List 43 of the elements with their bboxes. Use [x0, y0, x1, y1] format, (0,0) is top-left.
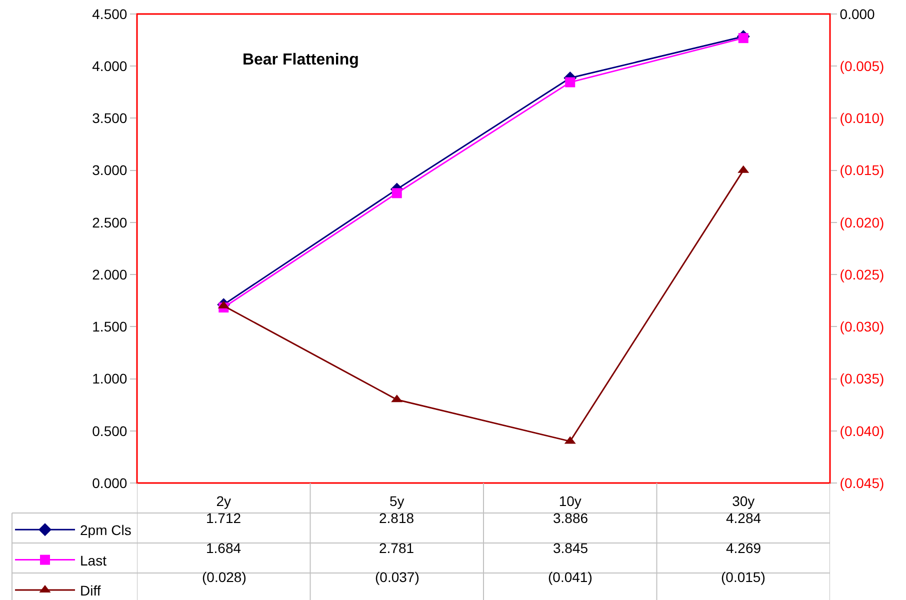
data-label: 2.818 [379, 510, 414, 526]
data-label: (0.037) [375, 569, 420, 585]
y-tick-label: 4.000 [92, 58, 128, 74]
data-label: (0.028) [202, 569, 246, 585]
y2-tick-label: (0.005) [840, 58, 884, 74]
y2-tick-label: (0.045) [840, 474, 884, 491]
data-label: 3.886 [553, 510, 588, 526]
y-tick-label: 0.000 [92, 474, 128, 491]
y2-tick-label: (0.020) [840, 214, 884, 230]
y2-tick-label: (0.015) [840, 162, 884, 178]
y-tick-label: 1.500 [92, 318, 128, 335]
y-tick-label: 3.000 [92, 162, 128, 178]
data-label: 4.284 [726, 510, 762, 526]
data-label: 1.684 [206, 540, 242, 556]
data-label: 4.269 [726, 540, 762, 556]
y2-tick-label: 0.000 [840, 6, 876, 22]
y-tick-label: 1.000 [92, 370, 128, 387]
legend-label: Diff [80, 582, 101, 598]
legend-label: Last [80, 552, 107, 568]
data-label: (0.015) [721, 569, 766, 585]
y2-tick-label: (0.010) [840, 110, 884, 126]
data-label: 3.845 [553, 540, 588, 556]
point [565, 77, 576, 88]
data-label: 1.712 [206, 510, 242, 526]
legend-label: 2pm Cls [80, 522, 132, 538]
point [738, 33, 748, 44]
y2-tick-label: (0.030) [840, 318, 884, 335]
x-tick-label: 5y [389, 493, 404, 509]
y-tick-label: 3.500 [92, 110, 128, 126]
y2-tick-label: (0.025) [840, 266, 884, 282]
y-tick-label: 4.500 [92, 6, 128, 22]
y-tick-label: 0.500 [92, 422, 128, 439]
y2-tick-label: (0.040) [840, 422, 884, 439]
x-tick-label: 2y [216, 493, 232, 509]
x-tick-label: 10y [558, 493, 582, 509]
data-label: 2.781 [379, 540, 414, 556]
point [392, 188, 402, 198]
y2-tick-label: (0.035) [840, 370, 884, 387]
data-label: (0.041) [548, 569, 592, 585]
x-tick-label: 30y [732, 493, 755, 509]
text: Bear Flattening [242, 52, 359, 69]
y-tick-label: 2.000 [92, 266, 128, 282]
y-tick-label: 2.500 [92, 214, 128, 230]
